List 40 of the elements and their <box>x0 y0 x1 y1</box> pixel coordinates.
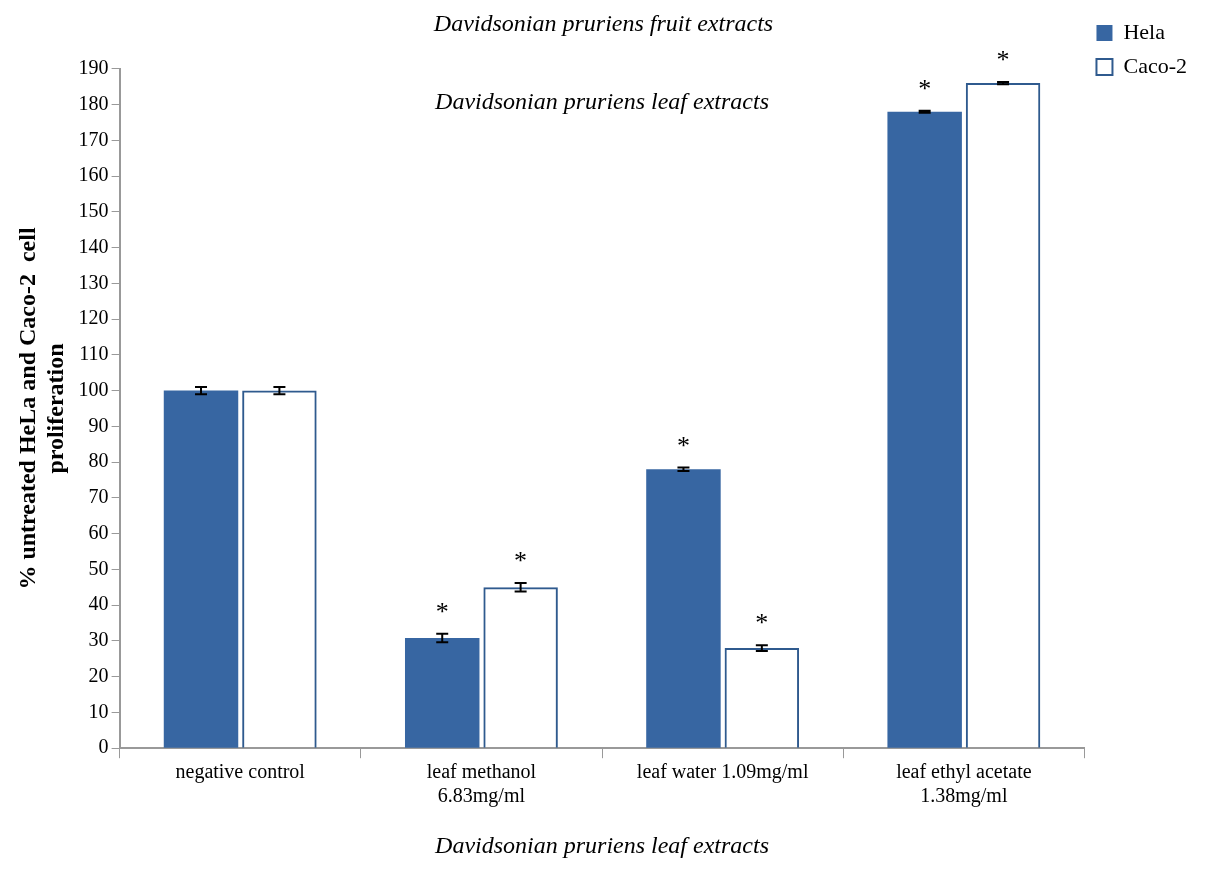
data-label: * <box>514 546 528 575</box>
y-tick-label: 80 <box>88 449 109 472</box>
y-tick-label: 90 <box>88 413 109 436</box>
legend-label: Caco-2 <box>1123 52 1187 78</box>
data-label: * <box>918 73 932 103</box>
y-tick-label: 10 <box>88 699 109 722</box>
x-tick-label: leaf water 1.09mg/ml <box>636 760 809 784</box>
x-tick-label: leaf methanol 6.83mg/ml <box>426 760 537 808</box>
y-tick-label: 160 <box>78 163 109 186</box>
y-tick-label: 130 <box>78 270 109 293</box>
y-tick-label: 180 <box>78 91 109 114</box>
y-tick-label: 0 <box>98 735 109 758</box>
bar <box>163 390 239 748</box>
bar <box>404 638 480 748</box>
bar <box>887 111 962 748</box>
legend-label: Hela <box>1123 18 1166 44</box>
chart-title: Davidsonian pruriens fruit extracts <box>432 9 774 36</box>
y-tick-label: 170 <box>78 127 109 150</box>
y-tick-label: 110 <box>79 342 109 365</box>
y-tick-label: 50 <box>88 556 109 579</box>
data-label: * <box>755 608 769 638</box>
x-axis-title: Davidsonian pruriens leaf extracts <box>434 831 770 858</box>
y-tick-label: 190 <box>78 56 109 79</box>
y-tick-label: 100 <box>78 377 109 400</box>
y-tick-label: 40 <box>88 592 109 615</box>
data-label: * <box>676 430 690 460</box>
annotation: Davidsonian pruriens leaf extracts <box>434 87 770 114</box>
y-tick-label: 30 <box>88 628 109 651</box>
y-axis-title: % untreated HeLa and Caco-2 cell proliferation <box>13 227 69 590</box>
y-tick-label: 20 <box>88 663 109 686</box>
y-tick-label: 70 <box>88 485 109 508</box>
y-tick-label: 140 <box>78 234 109 257</box>
bar <box>646 469 721 748</box>
x-tick-label: negative control <box>175 760 306 784</box>
x-tick-label: leaf ethyl acetate 1.38mg/ml <box>896 760 1032 808</box>
data-label: * <box>996 45 1010 75</box>
y-tick-label: 120 <box>78 306 109 329</box>
y-tick-label: 150 <box>78 199 109 222</box>
data-label: * <box>435 596 449 626</box>
y-tick-label: 60 <box>88 520 109 543</box>
